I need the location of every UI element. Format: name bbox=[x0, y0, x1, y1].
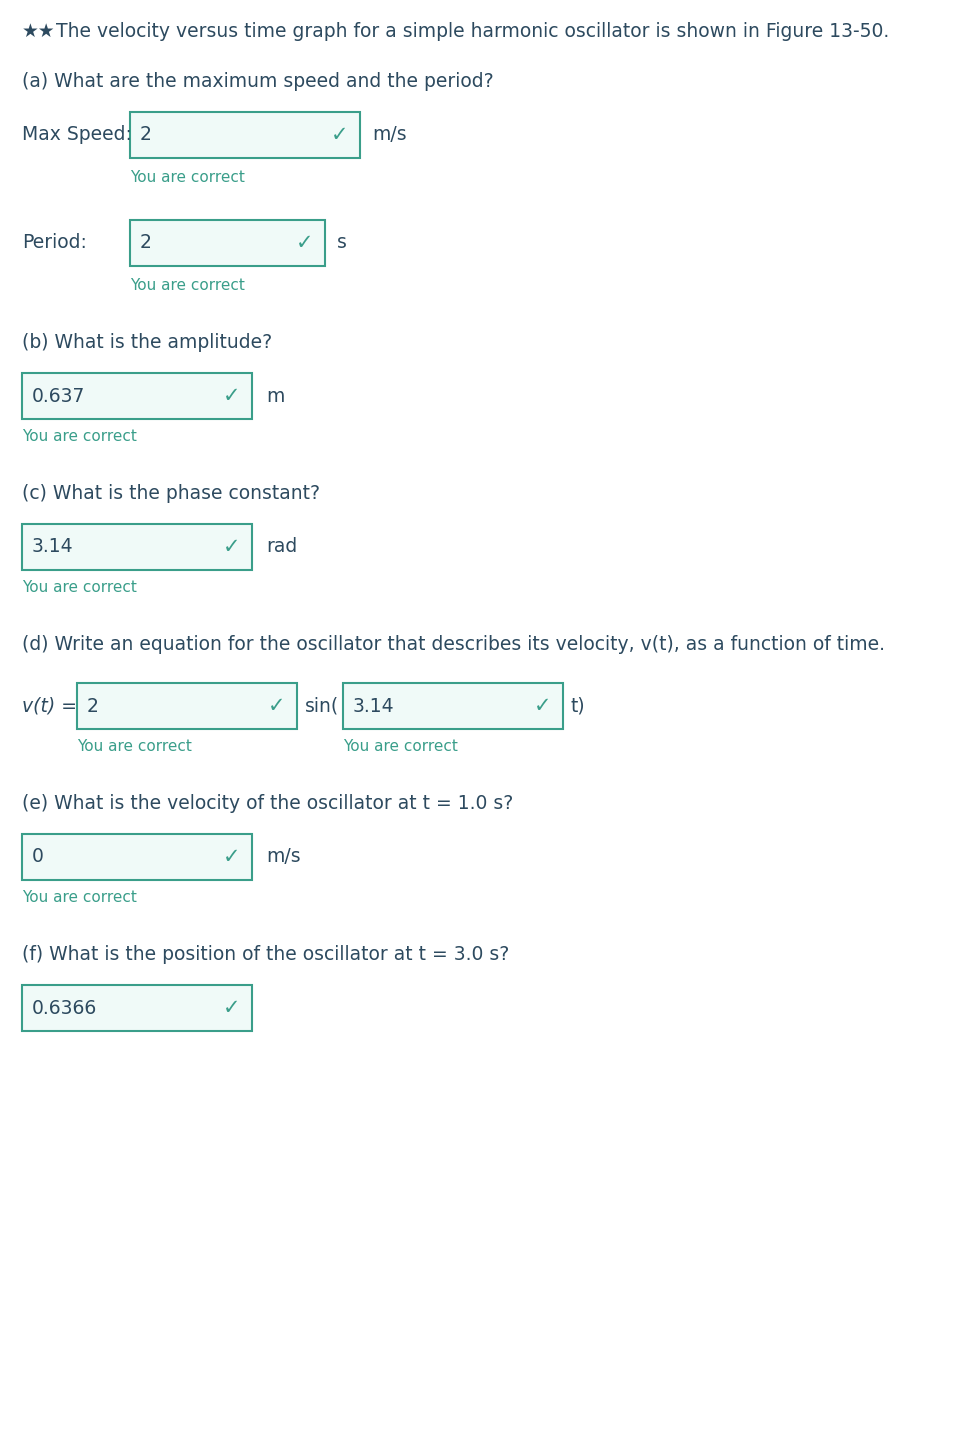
FancyBboxPatch shape bbox=[22, 523, 252, 569]
Text: You are correct: You are correct bbox=[130, 170, 245, 186]
Text: (b) What is the amplitude?: (b) What is the amplitude? bbox=[22, 334, 272, 352]
Text: ✓: ✓ bbox=[224, 385, 241, 406]
Text: 2: 2 bbox=[140, 233, 152, 253]
Text: You are correct: You are correct bbox=[343, 739, 458, 754]
Text: sin(: sin( bbox=[305, 696, 339, 716]
Text: You are correct: You are correct bbox=[22, 580, 137, 595]
Text: Period:: Period: bbox=[22, 233, 87, 253]
Text: ✓: ✓ bbox=[224, 998, 241, 1018]
Text: 3.14: 3.14 bbox=[353, 696, 395, 716]
Text: You are correct: You are correct bbox=[77, 739, 192, 754]
Text: 2: 2 bbox=[87, 696, 98, 716]
Text: 0.637: 0.637 bbox=[32, 387, 85, 406]
Text: ✓: ✓ bbox=[331, 125, 349, 145]
Text: m/s: m/s bbox=[372, 125, 406, 144]
Text: 2: 2 bbox=[140, 125, 152, 144]
Text: s: s bbox=[337, 233, 347, 253]
Text: 3.14: 3.14 bbox=[32, 538, 74, 557]
Text: The velocity versus time graph for a simple harmonic oscillator is shown in Figu: The velocity versus time graph for a sim… bbox=[50, 22, 889, 42]
Text: ✓: ✓ bbox=[224, 847, 241, 867]
Text: m: m bbox=[266, 387, 284, 406]
Text: ★★: ★★ bbox=[22, 22, 55, 42]
Text: 0.6366: 0.6366 bbox=[32, 998, 98, 1018]
Text: ✓: ✓ bbox=[296, 233, 314, 253]
FancyBboxPatch shape bbox=[22, 985, 252, 1031]
Text: ✓: ✓ bbox=[269, 696, 286, 716]
Text: Max Speed:: Max Speed: bbox=[22, 125, 132, 144]
Text: (e) What is the velocity of the oscillator at t = 1.0 s?: (e) What is the velocity of the oscillat… bbox=[22, 794, 513, 812]
Text: 0: 0 bbox=[32, 847, 44, 867]
FancyBboxPatch shape bbox=[22, 372, 252, 418]
FancyBboxPatch shape bbox=[77, 683, 297, 729]
Text: rad: rad bbox=[266, 538, 297, 557]
FancyBboxPatch shape bbox=[130, 220, 325, 266]
Text: m/s: m/s bbox=[266, 847, 300, 867]
Text: You are correct: You are correct bbox=[22, 429, 137, 444]
Text: ✓: ✓ bbox=[224, 536, 241, 557]
Text: You are correct: You are correct bbox=[22, 890, 137, 905]
Text: You are correct: You are correct bbox=[130, 278, 245, 293]
Text: t): t) bbox=[571, 696, 586, 716]
Text: (f) What is the position of the oscillator at t = 3.0 s?: (f) What is the position of the oscillat… bbox=[22, 945, 510, 963]
FancyBboxPatch shape bbox=[343, 683, 563, 729]
Text: ✓: ✓ bbox=[534, 696, 552, 716]
FancyBboxPatch shape bbox=[22, 834, 252, 880]
Text: (c) What is the phase constant?: (c) What is the phase constant? bbox=[22, 485, 320, 503]
Text: v(t) =: v(t) = bbox=[22, 696, 77, 716]
Text: (a) What are the maximum speed and the period?: (a) What are the maximum speed and the p… bbox=[22, 72, 493, 91]
FancyBboxPatch shape bbox=[130, 112, 360, 158]
Text: (d) Write an equation for the oscillator that describes its velocity, v(t), as a: (d) Write an equation for the oscillator… bbox=[22, 636, 885, 654]
